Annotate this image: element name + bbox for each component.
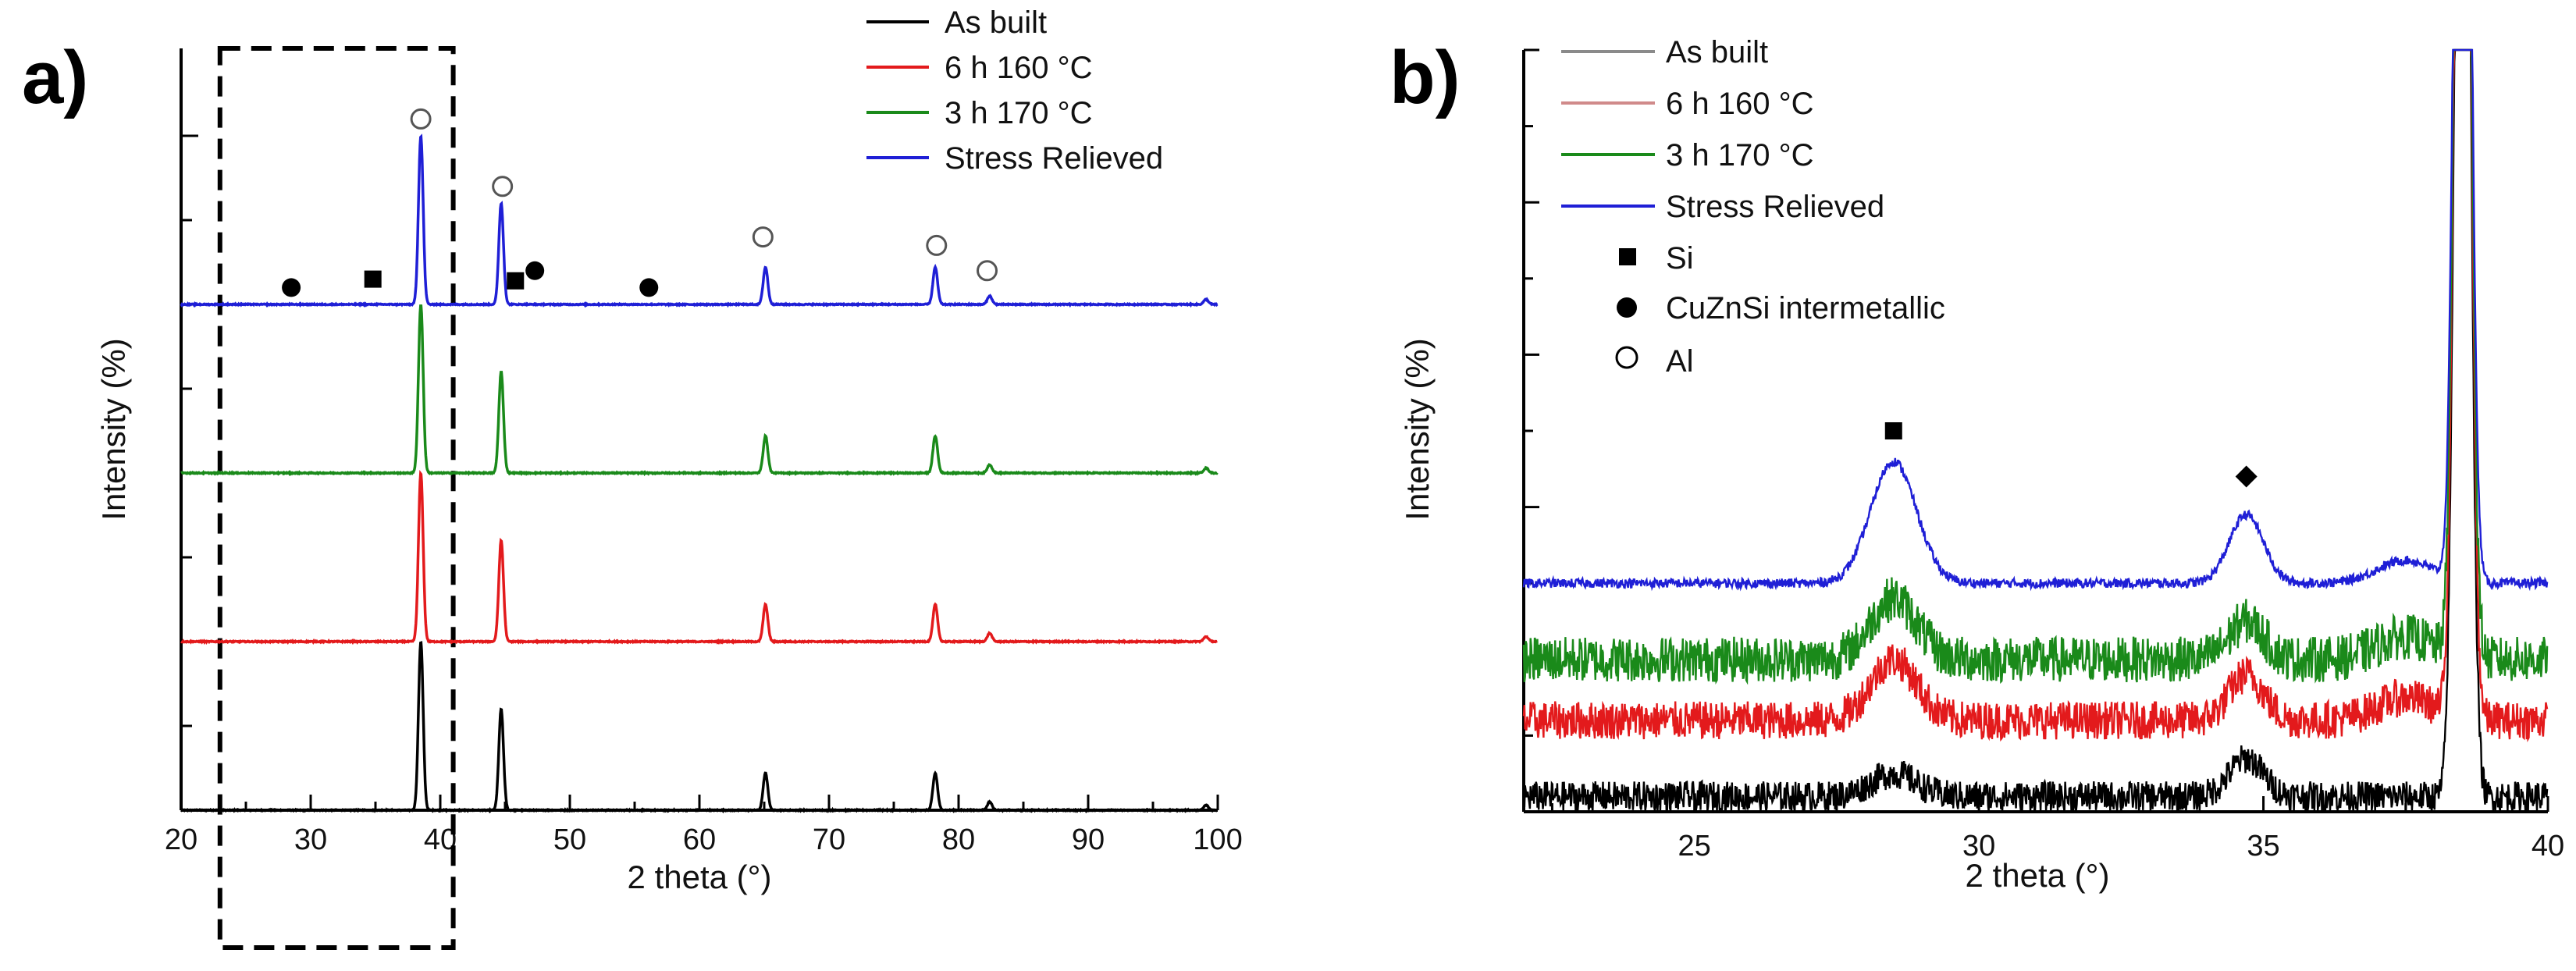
panel-b-legend: As built 6 h 160 °C 3 h 170 °C Stress Re… <box>1561 35 1945 379</box>
series-line-6-h-160-c <box>1522 48 2549 743</box>
legend-b-open-circle-marker <box>1615 346 1638 369</box>
marker-open-circle <box>492 176 514 197</box>
marker-filled-square <box>1884 422 1902 439</box>
series-line-3-h-170-c <box>180 304 1219 477</box>
panel-a-series <box>180 133 1219 814</box>
marker-filled-diamond <box>2235 465 2258 488</box>
series-line-stress-relieved <box>1522 48 2549 592</box>
highlight-region-box <box>217 46 456 950</box>
marker-filled-square <box>507 272 525 290</box>
legend-b-label-cuznsi: CuZnSi intermetallic <box>1666 291 1945 325</box>
legend-label-160: 6 h 160 °C <box>945 51 1092 85</box>
panel-a: a) 20 30 40 50 60 70 80 90 100 As built 6 h 160 … <box>22 5 1243 950</box>
x-tick-label: 80 <box>942 823 975 856</box>
x-tick-label: 50 <box>553 823 586 856</box>
legend-b-label-as-built: As built <box>1666 35 1768 69</box>
series-line-stress-relieved <box>180 133 1219 308</box>
legend-label-170: 3 h 170 °C <box>945 96 1092 130</box>
panel-b-x-axis-title: 2 theta (°) <box>1966 857 2110 894</box>
legend-b-label-170: 3 h 170 °C <box>1666 138 1813 173</box>
panel-a-x-ticks: 20 30 40 50 60 70 80 90 100 <box>165 795 1243 856</box>
marker-open-circle <box>752 226 774 248</box>
marker-filled-square <box>364 270 382 288</box>
series-line-as-built <box>180 641 1219 814</box>
x-tick-label: 60 <box>683 823 716 856</box>
panel-a-phase-markers <box>282 108 998 297</box>
panel-b-y-axis-title: Intensity (%) <box>1399 338 1436 520</box>
x-tick-label: 100 <box>1193 823 1242 856</box>
legend-b-filled-circle-marker <box>1617 297 1637 318</box>
marker-open-circle <box>926 234 948 256</box>
x-tick-label: 35 <box>2247 830 2279 863</box>
legend-b-label-160: 6 h 160 °C <box>1666 87 1813 121</box>
legend-b-label-si: Si <box>1666 241 1694 276</box>
panel-b-label: b) <box>1389 36 1461 119</box>
x-tick-label: 90 <box>1072 823 1105 856</box>
series-line-6-h-160-c <box>180 469 1218 646</box>
panel-a-label: a) <box>22 36 88 119</box>
series-line-as-built <box>1522 48 2549 813</box>
legend-label-stress-relieved: Stress Relieved <box>945 141 1163 176</box>
panel-b-phase-markers <box>1884 422 2258 488</box>
x-tick-label: 40 <box>2532 830 2564 863</box>
panel-a-legend: As built 6 h 160 °C 3 h 170 °C Stress Re… <box>866 5 1163 176</box>
legend-label-as-built: As built <box>945 5 1047 40</box>
x-tick-label: 70 <box>813 823 845 856</box>
panel-a-y-axis-title: Intensity (%) <box>95 338 132 520</box>
marker-filled-circle <box>282 278 301 297</box>
marker-filled-circle <box>639 278 659 297</box>
x-tick-label: 25 <box>1678 830 1711 863</box>
marker-open-circle <box>410 108 432 130</box>
legend-b-square-marker <box>1619 248 1636 265</box>
marker-open-circle <box>977 260 998 282</box>
x-tick-label: 20 <box>165 823 197 856</box>
marker-filled-circle <box>525 261 545 280</box>
panel-a-x-axis-title: 2 theta (°) <box>628 859 772 895</box>
panel-b: b) 25 30 35 40 As built 6 h 160 °C 3 h 170 … <box>1389 35 2564 894</box>
panel-b-series <box>1522 48 2549 813</box>
series-line-3-h-170-c <box>1522 48 2549 685</box>
legend-b-label-al: Al <box>1666 344 1694 379</box>
x-tick-label: 30 <box>1962 830 1995 863</box>
x-tick-label: 30 <box>294 823 327 856</box>
panel-b-x-ticks: 25 30 35 40 <box>1550 796 2564 863</box>
legend-b-label-stress-relieved: Stress Relieved <box>1666 190 1884 224</box>
panel-b-y-ticks <box>1524 48 1539 813</box>
